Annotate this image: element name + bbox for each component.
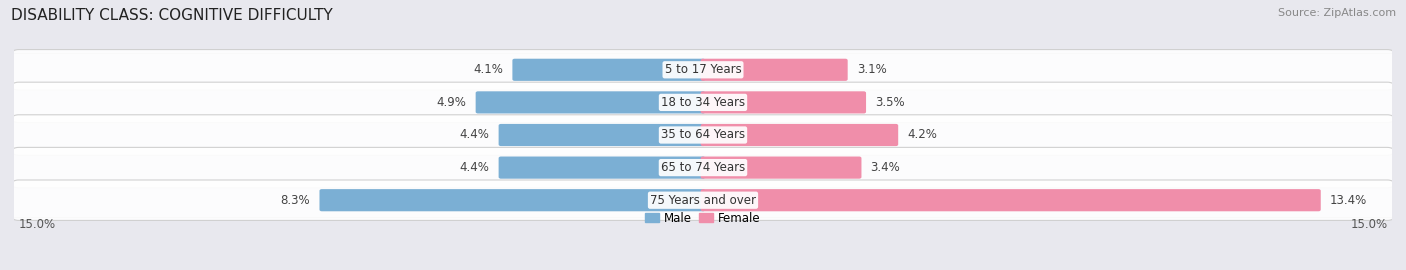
Text: 65 to 74 Years: 65 to 74 Years — [661, 161, 745, 174]
Text: 4.4%: 4.4% — [460, 161, 489, 174]
FancyBboxPatch shape — [11, 82, 1395, 123]
FancyBboxPatch shape — [700, 157, 862, 179]
Text: 4.9%: 4.9% — [437, 96, 467, 109]
FancyBboxPatch shape — [11, 115, 1395, 155]
Text: 15.0%: 15.0% — [1350, 218, 1388, 231]
Text: 75 Years and over: 75 Years and over — [650, 194, 756, 207]
Text: 3.4%: 3.4% — [870, 161, 900, 174]
Text: 15.0%: 15.0% — [18, 218, 56, 231]
Text: 18 to 34 Years: 18 to 34 Years — [661, 96, 745, 109]
FancyBboxPatch shape — [700, 189, 1320, 211]
FancyBboxPatch shape — [512, 59, 706, 81]
Text: 35 to 64 Years: 35 to 64 Years — [661, 129, 745, 141]
FancyBboxPatch shape — [11, 180, 1395, 220]
FancyBboxPatch shape — [700, 91, 866, 113]
Text: DISABILITY CLASS: COGNITIVE DIFFICULTY: DISABILITY CLASS: COGNITIVE DIFFICULTY — [11, 8, 333, 23]
Legend: Male, Female: Male, Female — [641, 207, 765, 229]
Text: 3.1%: 3.1% — [856, 63, 887, 76]
FancyBboxPatch shape — [700, 59, 848, 81]
Text: 5 to 17 Years: 5 to 17 Years — [665, 63, 741, 76]
FancyBboxPatch shape — [11, 50, 1395, 90]
FancyBboxPatch shape — [499, 124, 706, 146]
Text: 13.4%: 13.4% — [1330, 194, 1367, 207]
Text: 4.2%: 4.2% — [907, 129, 938, 141]
FancyBboxPatch shape — [11, 147, 1395, 188]
FancyBboxPatch shape — [700, 124, 898, 146]
Text: 4.4%: 4.4% — [460, 129, 489, 141]
Text: 3.5%: 3.5% — [875, 96, 905, 109]
Text: 8.3%: 8.3% — [281, 194, 311, 207]
FancyBboxPatch shape — [319, 189, 706, 211]
FancyBboxPatch shape — [499, 157, 706, 179]
FancyBboxPatch shape — [475, 91, 706, 113]
Text: 4.1%: 4.1% — [474, 63, 503, 76]
Text: Source: ZipAtlas.com: Source: ZipAtlas.com — [1278, 8, 1396, 18]
